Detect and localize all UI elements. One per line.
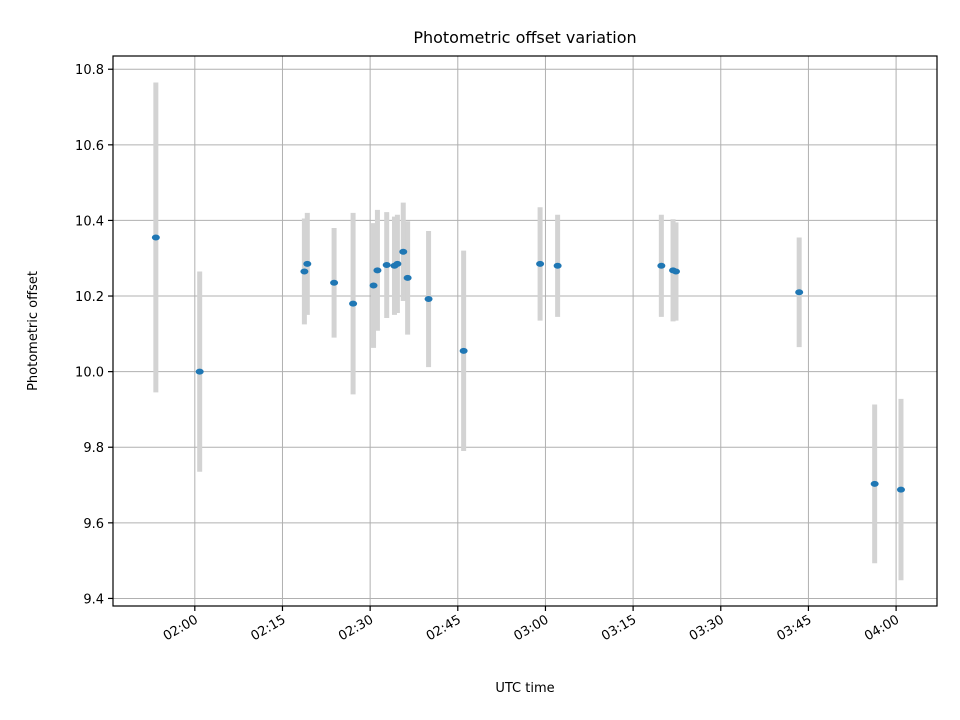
data-point bbox=[671, 268, 680, 275]
data-point bbox=[424, 296, 433, 303]
data-point bbox=[403, 274, 412, 281]
chart-title: Photometric offset variation bbox=[413, 28, 636, 47]
y-tick-label: 10.0 bbox=[75, 366, 104, 381]
data-point bbox=[393, 260, 402, 267]
y-tick-label: 9.8 bbox=[83, 441, 104, 456]
y-tick-label: 10.8 bbox=[75, 63, 104, 78]
data-point bbox=[349, 300, 358, 307]
y-tick-label: 9.6 bbox=[83, 517, 104, 532]
data-point bbox=[369, 282, 378, 289]
data-points bbox=[151, 234, 905, 493]
data-point bbox=[536, 260, 545, 267]
data-point bbox=[303, 260, 312, 267]
data-point bbox=[870, 480, 879, 487]
y-tick-label: 10.6 bbox=[75, 139, 104, 154]
data-point bbox=[330, 279, 339, 286]
data-point bbox=[459, 347, 468, 354]
data-point bbox=[382, 262, 391, 269]
data-point bbox=[657, 262, 666, 269]
data-point bbox=[399, 248, 408, 255]
x-axis-label: UTC time bbox=[495, 681, 554, 696]
data-point bbox=[195, 368, 204, 375]
y-axis-label: Photometric offset bbox=[26, 271, 41, 391]
y-tick-label: 9.4 bbox=[83, 592, 104, 607]
data-point bbox=[151, 234, 160, 241]
data-point bbox=[300, 268, 309, 275]
data-point bbox=[373, 267, 382, 274]
data-point bbox=[896, 486, 905, 493]
data-point bbox=[553, 262, 562, 269]
y-tick-label: 10.4 bbox=[75, 214, 104, 229]
data-point bbox=[795, 289, 804, 296]
plot-frame bbox=[112, 55, 938, 607]
y-tick-label: 10.2 bbox=[75, 290, 104, 305]
